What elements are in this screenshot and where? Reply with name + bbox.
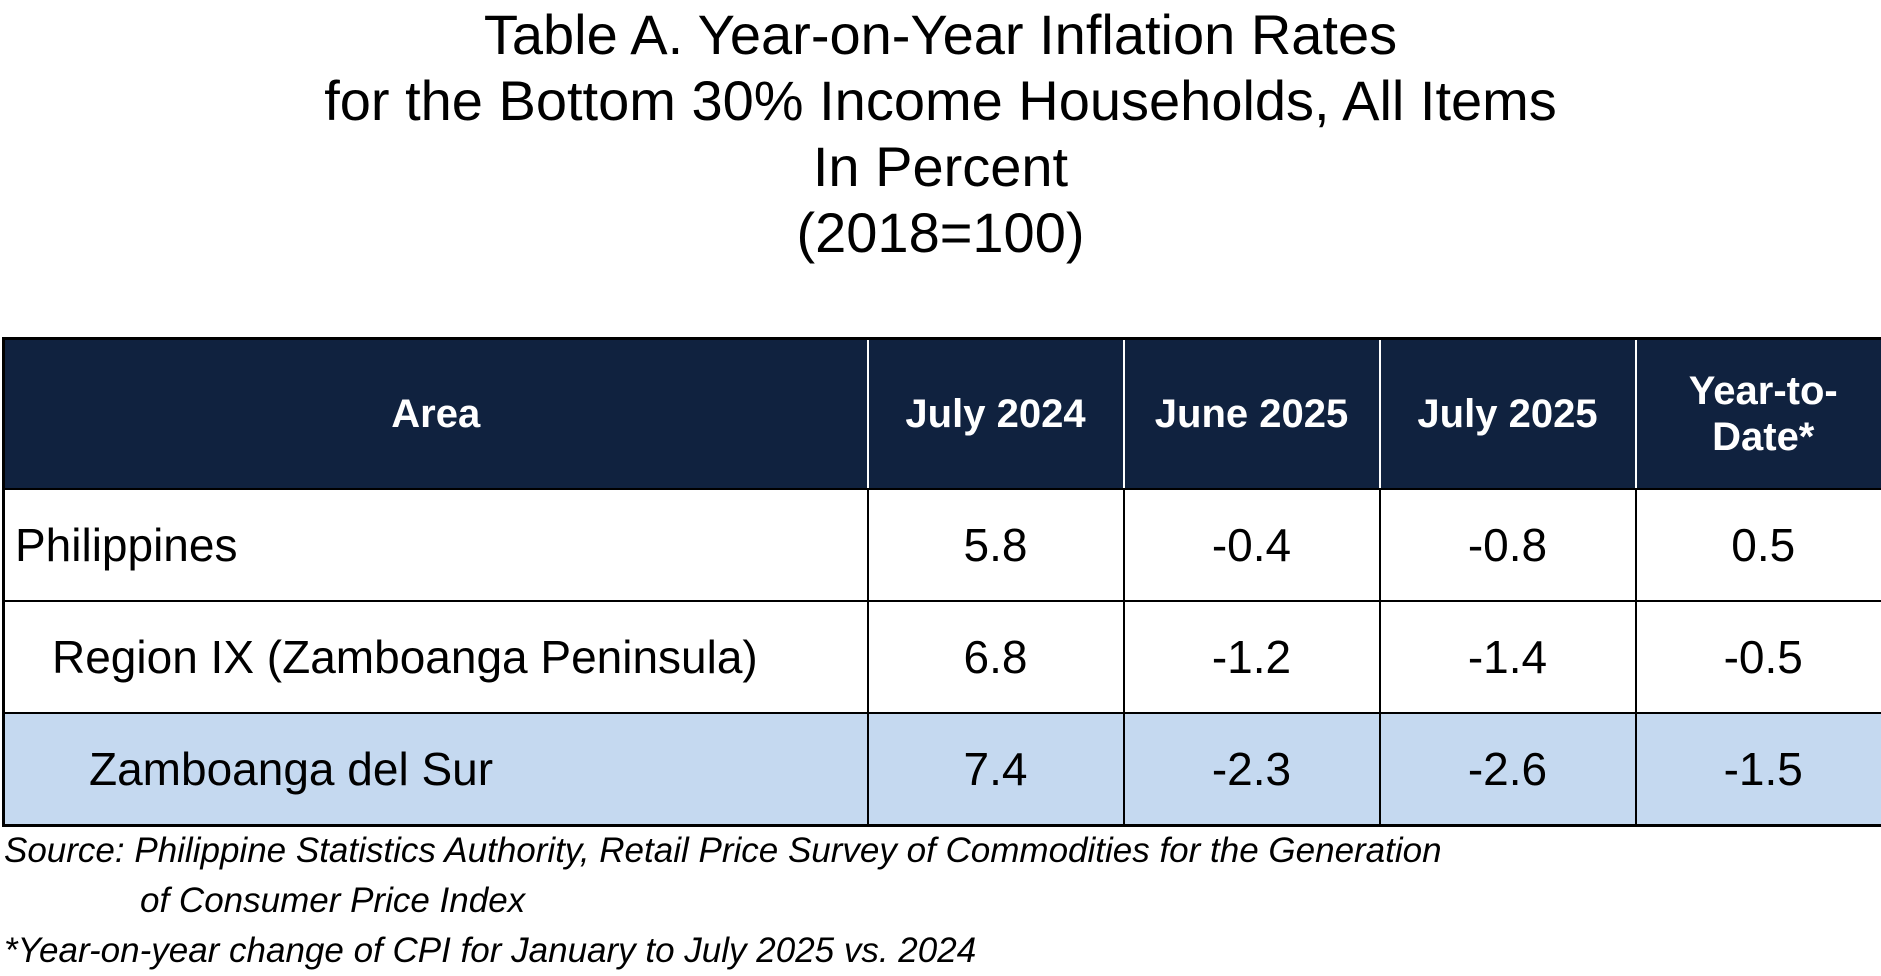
cell-july-2024: 6.8	[868, 601, 1124, 713]
table-row-philippines: Philippines 5.8 -0.4 -0.8 0.5	[4, 489, 1881, 601]
header-july-2024: July 2024	[868, 339, 1124, 490]
title-line-4: (2018=100)	[0, 200, 1881, 266]
source-note-line-2: of Consumer Price Index	[4, 876, 1864, 926]
title-line-2: for the Bottom 30% Income Households, Al…	[0, 68, 1881, 134]
cell-july-2025: -0.8	[1380, 489, 1636, 601]
table-row-region-ix: Region IX (Zamboanga Peninsula) 6.8 -1.2…	[4, 601, 1881, 713]
cell-year-to-date: -1.5	[1636, 713, 1881, 826]
footnote: *Year-on-year change of CPI for January …	[4, 926, 1864, 976]
table-title: Table A. Year-on-Year Inflation Rates fo…	[0, 2, 1881, 266]
cell-july-2024: 5.8	[868, 489, 1124, 601]
header-row: Area July 2024 June 2025 July 2025 Year-…	[4, 339, 1881, 490]
header-area: Area	[4, 339, 868, 490]
table-notes: Source: Philippine Statistics Authority,…	[4, 826, 1864, 976]
cell-july-2025: -1.4	[1380, 601, 1636, 713]
source-note-line-1: Source: Philippine Statistics Authority,…	[4, 826, 1864, 876]
inflation-table: Area July 2024 June 2025 July 2025 Year-…	[2, 337, 1881, 827]
cell-july-2024: 7.4	[868, 713, 1124, 826]
header-ytd-line-1: Year-to-	[1689, 369, 1838, 413]
table-row-zamboanga-del-sur: Zamboanga del Sur 7.4 -2.3 -2.6 -1.5	[4, 713, 1881, 826]
header-ytd-line-2: Date*	[1712, 415, 1814, 459]
cell-year-to-date: 0.5	[1636, 489, 1881, 601]
cell-july-2025: -2.6	[1380, 713, 1636, 826]
cell-area: Zamboanga del Sur	[4, 713, 868, 826]
cell-area: Region IX (Zamboanga Peninsula)	[4, 601, 868, 713]
cell-year-to-date: -0.5	[1636, 601, 1881, 713]
header-june-2025: June 2025	[1124, 339, 1380, 490]
cell-june-2025: -0.4	[1124, 489, 1380, 601]
header-july-2025: July 2025	[1380, 339, 1636, 490]
title-line-1: Table A. Year-on-Year Inflation Rates	[0, 2, 1881, 68]
title-line-3: In Percent	[0, 134, 1881, 200]
header-year-to-date: Year-to- Date*	[1636, 339, 1881, 490]
cell-june-2025: -2.3	[1124, 713, 1380, 826]
cell-area: Philippines	[4, 489, 868, 601]
cell-june-2025: -1.2	[1124, 601, 1380, 713]
